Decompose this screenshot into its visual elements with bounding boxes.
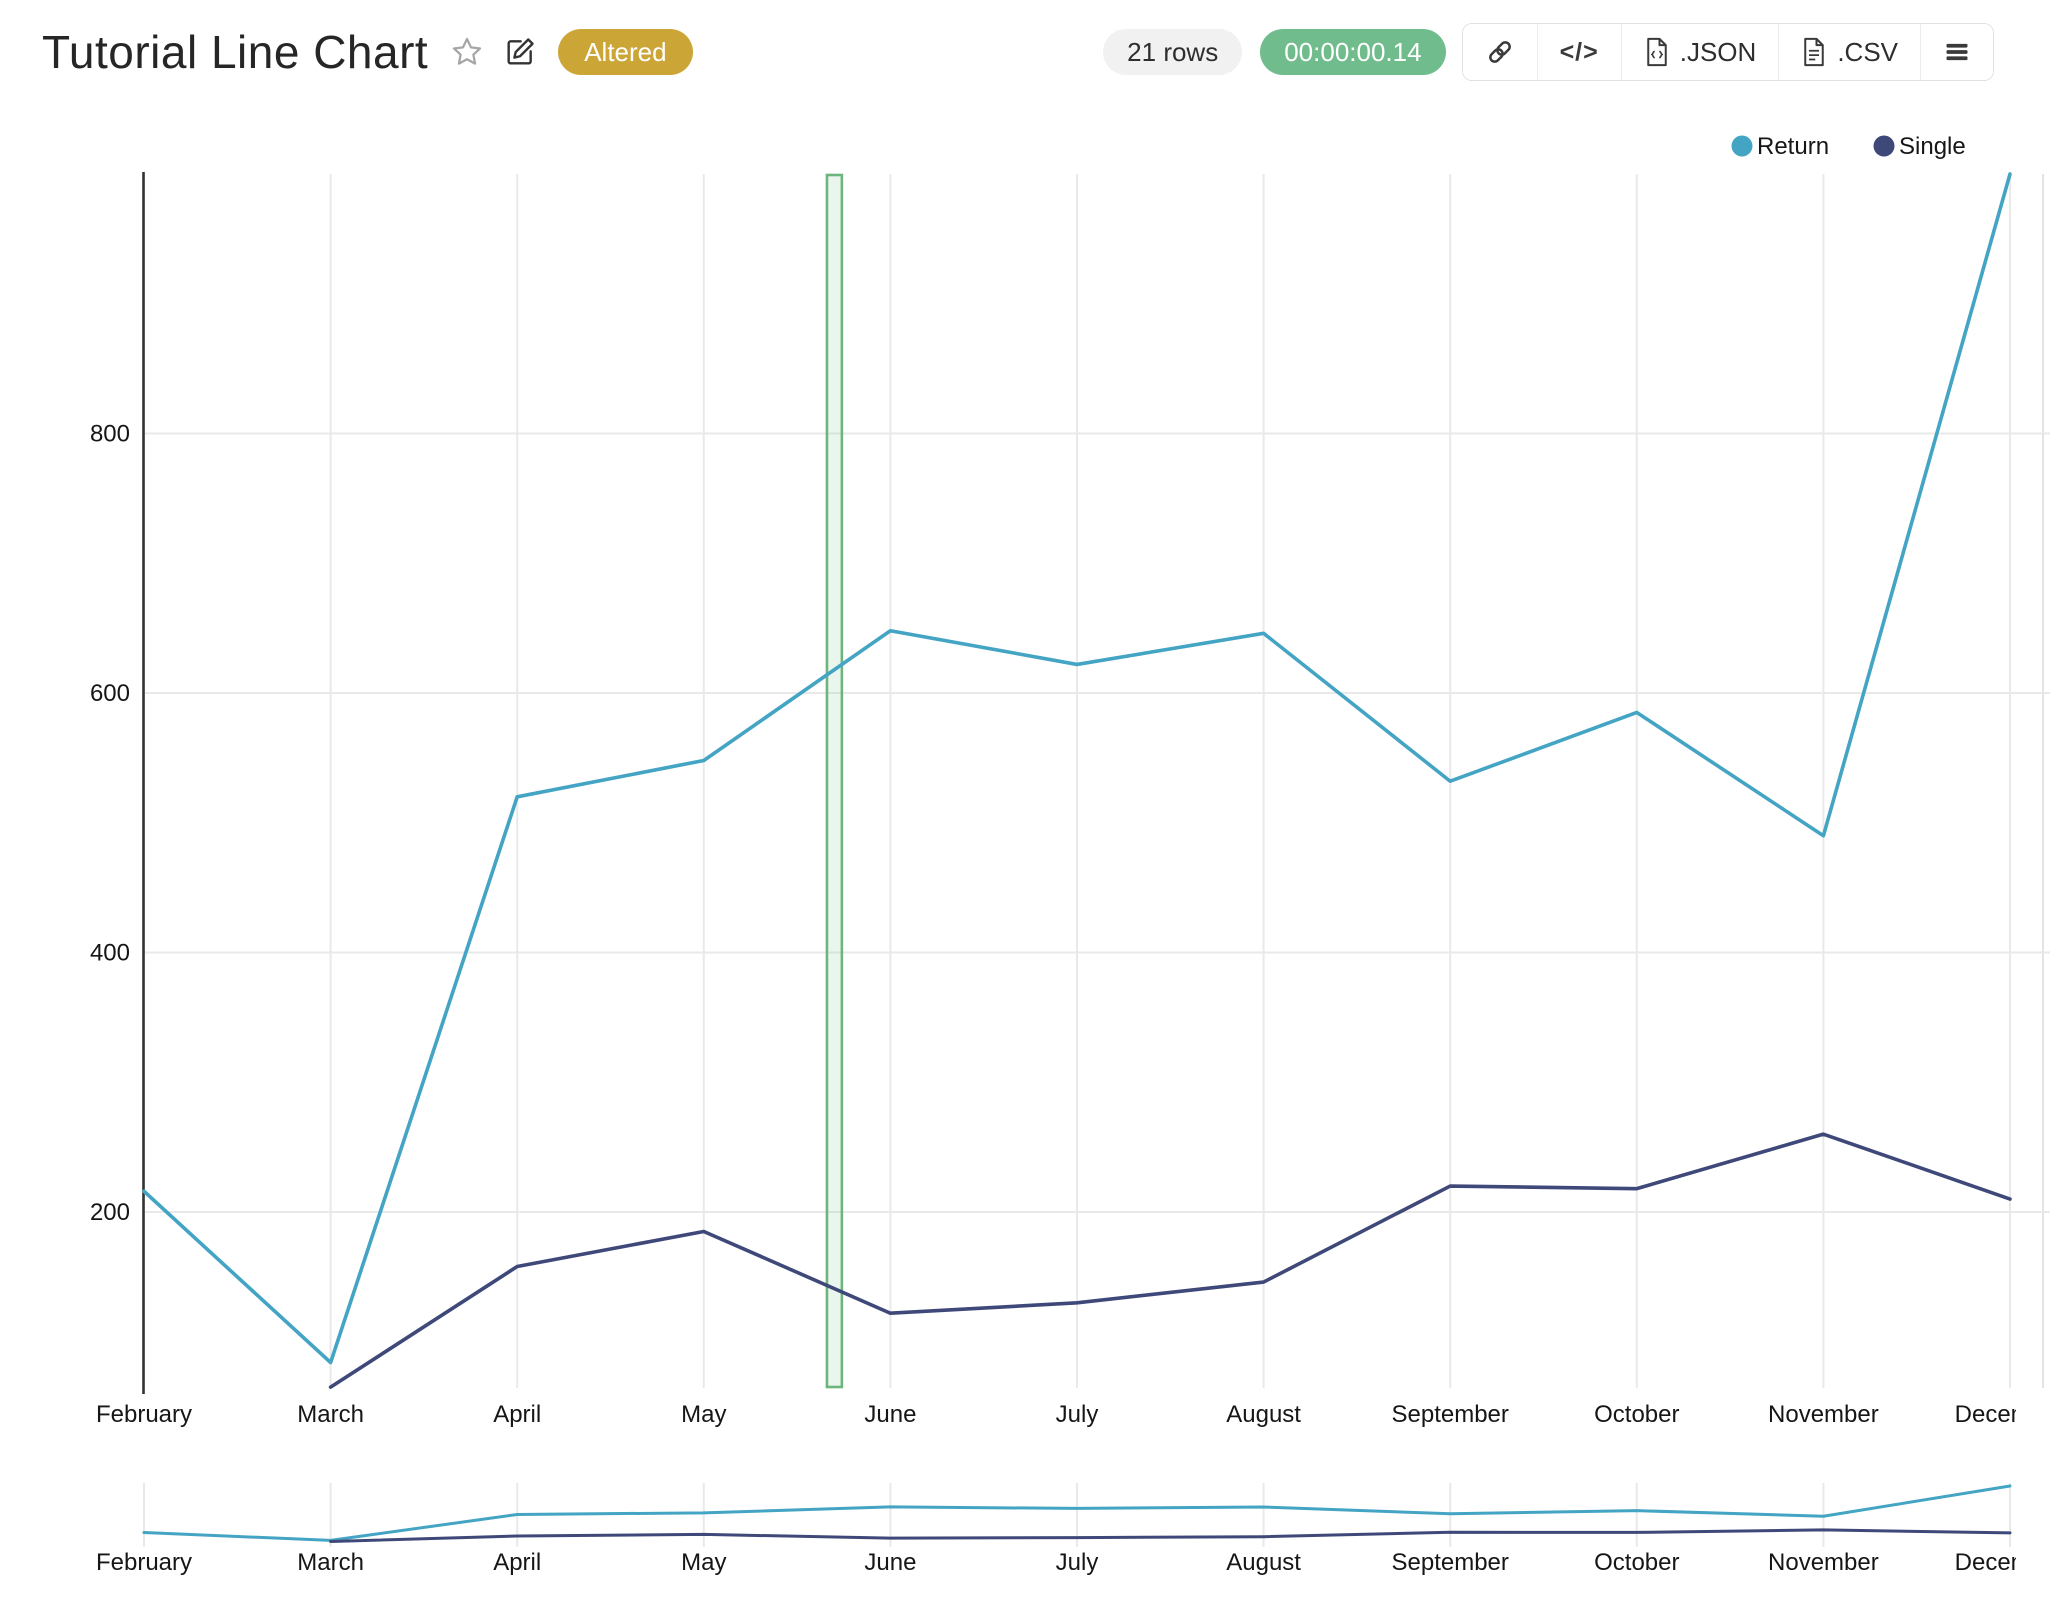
x-tick-label: December [1955, 1401, 2050, 1428]
export-button-group: </> .JSON [1461, 23, 1994, 81]
x-tick-label: June [864, 1401, 916, 1428]
x-axis-labels: February March April May June July August Septe… [96, 1401, 2050, 1428]
altered-badge: Altered [558, 29, 693, 75]
subchart-x-axis-labels: February March April May June July August Septe… [96, 1549, 2050, 1576]
favorite-star-icon[interactable] [450, 35, 484, 69]
x-tick-label: September [1391, 1401, 1508, 1428]
export-csv-label: .CSV [1837, 36, 1898, 67]
csv-file-icon [1801, 37, 1827, 67]
code-icon: </> [1559, 37, 1599, 66]
link-icon [1485, 37, 1515, 67]
subchart-single-line[interactable] [329, 1528, 2012, 1543]
edit-icon[interactable] [504, 36, 536, 68]
subchart-return-line[interactable] [142, 1484, 2012, 1542]
x-tick-label: November [1768, 1401, 1879, 1428]
return-line [142, 172, 2012, 1365]
subchart-x-tick-label: April [493, 1549, 541, 1576]
y-axis-labels: 200 400 600 800 [90, 421, 130, 1227]
hamburger-menu-icon [1943, 38, 1971, 66]
y-tick-label: 400 [90, 940, 130, 967]
legend-swatch-single [1873, 135, 1895, 157]
x-tick-label: May [681, 1401, 726, 1428]
embed-code-button[interactable]: </> [1536, 24, 1621, 80]
subchart-x-tick-label: October [1594, 1549, 1679, 1576]
x-tick-label: April [493, 1401, 541, 1428]
export-json-label: .JSON [1679, 36, 1757, 67]
row-count-badge: 21 rows [1103, 29, 1243, 75]
gridlines [143, 174, 2050, 1547]
legend-item-return[interactable]: Return [1731, 133, 1830, 160]
json-file-icon [1644, 37, 1670, 67]
export-csv-button[interactable]: .CSV [1778, 24, 1920, 80]
header-bar: Tutorial Line Chart Altered 21 rows 00:0… [0, 0, 2050, 104]
subchart-x-tick-label: May [681, 1549, 726, 1576]
menu-button[interactable] [1920, 24, 1993, 80]
subchart-x-tick-label: June [864, 1549, 916, 1576]
legend-swatch-return [1731, 135, 1753, 157]
single-line [328, 1132, 2012, 1389]
y-tick-label: 200 [90, 1199, 130, 1226]
legend-label: Return [1757, 133, 1829, 160]
x-tick-label: October [1594, 1401, 1679, 1428]
legend-item-single[interactable]: Single [1873, 133, 1966, 160]
subchart-x-tick-label: August [1226, 1549, 1301, 1576]
subchart-x-tick-label: July [1056, 1549, 1099, 1576]
export-json-button[interactable]: .JSON [1620, 24, 1779, 80]
subchart-x-tick-label: September [1391, 1549, 1508, 1576]
x-tick-label: February [96, 1401, 192, 1428]
x-tick-label: July [1056, 1401, 1099, 1428]
x-tick-label: August [1226, 1401, 1301, 1428]
y-tick-label: 600 [90, 680, 130, 707]
subchart-x-tick-label: November [1768, 1549, 1879, 1576]
x-tick-label: March [297, 1401, 364, 1428]
legend: Return Single [1731, 133, 1966, 160]
subchart-x-tick-label: March [297, 1549, 364, 1576]
page-title: Tutorial Line Chart [42, 26, 429, 78]
y-tick-label: 800 [90, 421, 130, 448]
subchart-x-tick-label: February [96, 1549, 192, 1576]
subchart-x-tick-label: December [1955, 1549, 2050, 1576]
share-link-button[interactable] [1462, 24, 1537, 80]
region-highlight [825, 173, 844, 1389]
legend-label: Single [1899, 133, 1966, 160]
query-timer-badge: 00:00:00.14 [1260, 29, 1446, 75]
